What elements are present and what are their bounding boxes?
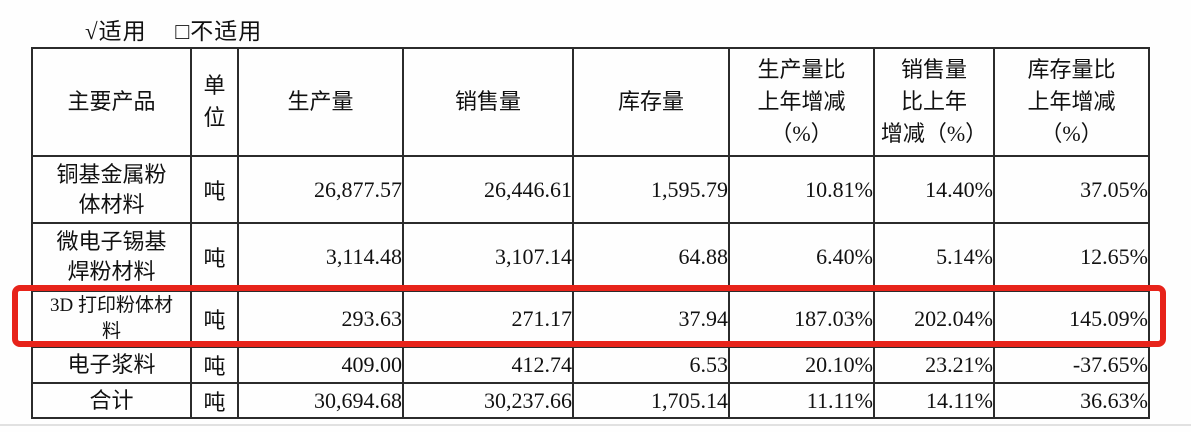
cell-production-yoy: 10.81%	[728, 155, 875, 224]
header-inventory: 库存量	[572, 47, 730, 157]
cell-inventory-yoy: -37.65%	[993, 346, 1150, 384]
cell-inventory-yoy: 37.05%	[993, 155, 1150, 224]
cell-sales: 271.17	[402, 290, 574, 348]
cell-production: 409.00	[237, 346, 404, 384]
table-row-3d-printing-powder: 3D 打印粉体材 料 吨 293.63 271.17 37.94 187.03%…	[31, 290, 1150, 348]
cell-unit: 吨	[190, 346, 239, 384]
cell-sales: 412.74	[402, 346, 574, 384]
header-sales-yoy: 销售量 比上年 增减（%）	[873, 47, 995, 157]
table-header-row: 主要产品 单 位 生产量 销售量 库存量 生产量比 上年增减 （%） 销售量 比…	[31, 47, 1150, 157]
cell-inventory: 37.94	[572, 290, 730, 348]
cell-production: 3,114.48	[237, 222, 404, 292]
cell-sales-yoy: 202.04%	[873, 290, 995, 348]
cell-product: 3D 打印粉体材 料	[31, 290, 192, 348]
header-product: 主要产品	[31, 47, 192, 157]
cell-production: 30,694.68	[237, 382, 404, 419]
header-production: 生产量	[237, 47, 404, 157]
table-row-tin-solder-powder: 微电子锡基 焊粉材料 吨 3,114.48 3,107.14 64.88 6.4…	[31, 222, 1150, 292]
header-inventory-yoy: 库存量比 上年增减 （%）	[993, 47, 1150, 157]
scan-artifact-line	[0, 424, 1191, 426]
cell-product: 电子浆料	[31, 346, 192, 384]
header-production-yoy: 生产量比 上年增减 （%）	[728, 47, 875, 157]
cell-production-yoy: 6.40%	[728, 222, 875, 292]
checkbox-not-applicable: □不适用	[175, 19, 263, 44]
cell-inventory: 6.53	[572, 346, 730, 384]
cell-inventory: 1,595.79	[572, 155, 730, 224]
cell-production: 26,877.57	[237, 155, 404, 224]
cell-sales-yoy: 5.14%	[873, 222, 995, 292]
header-unit: 单 位	[190, 47, 239, 157]
cell-inventory: 64.88	[572, 222, 730, 292]
cell-sales: 3,107.14	[402, 222, 574, 292]
cell-sales-yoy: 14.40%	[873, 155, 995, 224]
cell-production: 293.63	[237, 290, 404, 348]
table-row-total: 合计 吨 30,694.68 30,237.66 1,705.14 11.11%…	[31, 382, 1150, 419]
cell-sales: 30,237.66	[402, 382, 574, 419]
cell-production-yoy: 11.11%	[728, 382, 875, 419]
applicability-checkline: √适用 □不适用	[85, 12, 262, 46]
cell-unit: 吨	[190, 155, 239, 224]
production-sales-inventory-table: 主要产品 单 位 生产量 销售量 库存量 生产量比 上年增减 （%） 销售量 比…	[31, 47, 1150, 419]
cell-sales-yoy: 23.21%	[873, 346, 995, 384]
cell-inventory-yoy: 145.09%	[993, 290, 1150, 348]
cell-unit: 吨	[190, 222, 239, 292]
cell-production-yoy: 20.10%	[728, 346, 875, 384]
cell-product: 铜基金属粉 体材料	[31, 155, 192, 224]
cell-unit: 吨	[190, 290, 239, 348]
cell-unit: 吨	[190, 382, 239, 419]
cell-inventory-yoy: 12.65%	[993, 222, 1150, 292]
cell-production-yoy: 187.03%	[728, 290, 875, 348]
cell-inventory: 1,705.14	[572, 382, 730, 419]
cell-product: 微电子锡基 焊粉材料	[31, 222, 192, 292]
cell-product: 合计	[31, 382, 192, 419]
cell-inventory-yoy: 36.63%	[993, 382, 1150, 419]
cell-sales-yoy: 14.11%	[873, 382, 995, 419]
header-sales: 销售量	[402, 47, 574, 157]
table-row-electronic-paste: 电子浆料 吨 409.00 412.74 6.53 20.10% 23.21% …	[31, 346, 1150, 384]
cell-sales: 26,446.61	[402, 155, 574, 224]
table-row-copper-powder: 铜基金属粉 体材料 吨 26,877.57 26,446.61 1,595.79…	[31, 155, 1150, 224]
checkbox-applicable: √适用	[85, 19, 147, 44]
